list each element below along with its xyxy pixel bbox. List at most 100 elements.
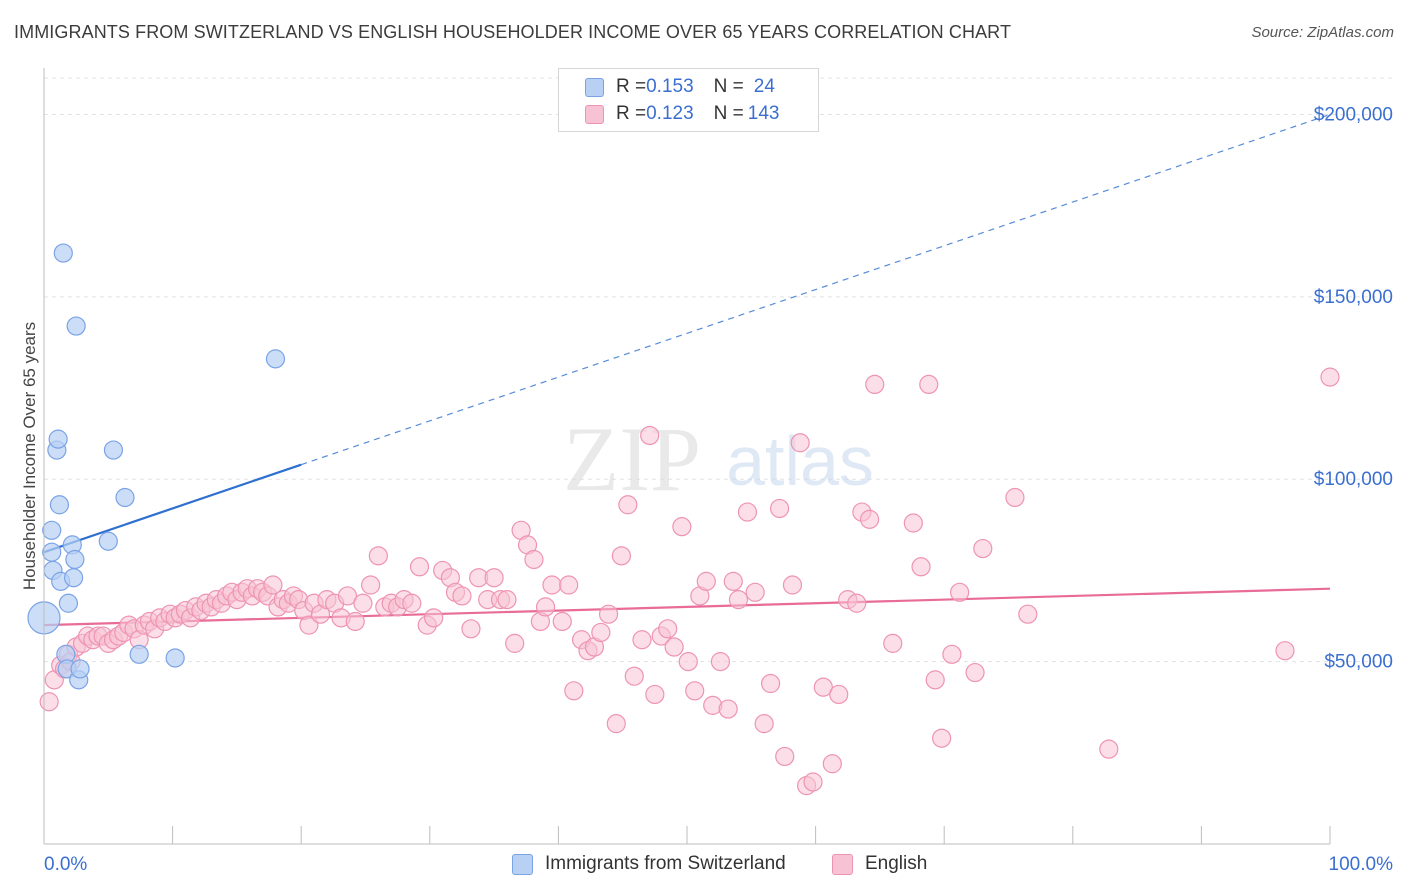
data-point-switzerland bbox=[63, 568, 84, 588]
data-point-english bbox=[1320, 367, 1340, 387]
data-point-switzerland bbox=[70, 659, 90, 679]
data-point-english bbox=[645, 684, 665, 705]
legend-r-value: 0.123 bbox=[646, 103, 694, 124]
data-point-english bbox=[1275, 641, 1295, 661]
data-point-switzerland bbox=[65, 549, 85, 570]
data-point-switzerland bbox=[42, 520, 62, 540]
data-point-switzerland bbox=[66, 316, 86, 336]
data-point-english bbox=[847, 593, 867, 613]
legend-n-value: 143 bbox=[747, 103, 780, 124]
data-point-english bbox=[39, 692, 59, 712]
data-point-english bbox=[353, 593, 373, 613]
data-point-english bbox=[606, 714, 626, 734]
bottom-legend-label: Immigrants from Switzerland bbox=[545, 853, 786, 874]
data-point-english bbox=[903, 513, 923, 533]
legend-n-label: N = bbox=[713, 103, 744, 124]
data-point-english bbox=[883, 633, 903, 653]
x-tick-label-max: 100.0% bbox=[1329, 854, 1394, 875]
correlation-legend: R = 0.153 N = 24 R = 0.123 N = 143 bbox=[558, 68, 819, 132]
data-point-english bbox=[361, 575, 381, 595]
legend-swatch-pink bbox=[585, 104, 604, 124]
data-point-english bbox=[484, 568, 504, 588]
watermark-zip: ZIP bbox=[563, 408, 701, 510]
data-point-english bbox=[925, 670, 945, 690]
data-point-english bbox=[718, 699, 738, 719]
data-point-english bbox=[790, 433, 810, 453]
data-point-english bbox=[919, 374, 939, 394]
data-point-english bbox=[696, 571, 716, 591]
trend-line-english bbox=[43, 587, 1331, 627]
data-point-english bbox=[710, 652, 731, 672]
data-point-english bbox=[1018, 604, 1038, 624]
source-label: Source: ZipAtlas.com bbox=[1251, 24, 1394, 41]
legend-swatch-blue bbox=[585, 77, 604, 97]
data-point-english bbox=[973, 538, 993, 559]
data-point-english bbox=[263, 575, 283, 595]
data-point-english bbox=[813, 677, 833, 697]
data-point-english bbox=[618, 495, 638, 515]
data-point-english bbox=[672, 517, 692, 537]
data-point-english bbox=[664, 637, 684, 657]
trend-line-switzerland-extended bbox=[301, 113, 1331, 466]
data-point-english bbox=[760, 673, 781, 694]
data-point-english bbox=[860, 509, 880, 529]
legend-r-label: R = bbox=[616, 76, 647, 97]
data-point-english bbox=[865, 374, 885, 394]
y-tick-label: $150,000 bbox=[1314, 287, 1393, 308]
data-point-english bbox=[524, 549, 544, 570]
trend-line-switzerland bbox=[43, 463, 302, 554]
data-point-switzerland bbox=[165, 648, 185, 668]
bottom-legend-english: English bbox=[832, 852, 927, 876]
legend-r-label: R = bbox=[616, 103, 647, 124]
data-point-english bbox=[611, 546, 632, 566]
legend-n-label: N = bbox=[713, 76, 744, 97]
data-point-english bbox=[950, 582, 970, 602]
data-point-english bbox=[402, 593, 422, 613]
data-point-english bbox=[1099, 739, 1119, 759]
chart-title: IMMIGRANTS FROM SWITZERLAND VS ENGLISH H… bbox=[14, 22, 1012, 42]
data-point-switzerland bbox=[49, 495, 70, 515]
data-point-switzerland bbox=[48, 429, 68, 449]
bottom-legend-swatch-pink bbox=[832, 853, 853, 875]
data-point-english bbox=[552, 611, 572, 632]
data-point-switzerland bbox=[103, 440, 124, 460]
legend-r-value: 0.153 bbox=[646, 76, 694, 97]
data-point-english bbox=[591, 622, 611, 643]
data-point-english bbox=[745, 582, 765, 602]
data-point-english bbox=[535, 597, 556, 617]
data-point-english bbox=[640, 425, 660, 446]
data-point-english bbox=[829, 684, 849, 705]
bottom-legend-switzerland: Immigrants from Switzerland bbox=[512, 852, 786, 876]
legend-row-switzerland: R = 0.153 N = 24 bbox=[585, 76, 775, 98]
data-point-english bbox=[559, 575, 579, 595]
data-point-english bbox=[497, 590, 517, 610]
data-point-english bbox=[775, 746, 795, 767]
data-point-english bbox=[337, 586, 358, 606]
data-point-english bbox=[624, 666, 644, 686]
data-point-english bbox=[932, 728, 952, 748]
data-point-english bbox=[452, 586, 472, 606]
data-point-english bbox=[564, 681, 584, 701]
data-point-english bbox=[723, 571, 743, 591]
bottom-legend-swatch-blue bbox=[512, 853, 533, 875]
data-point-english bbox=[769, 498, 790, 519]
data-point-english bbox=[822, 754, 842, 774]
y-tick-label: $200,000 bbox=[1314, 104, 1393, 125]
data-point-english bbox=[685, 681, 705, 701]
data-point-switzerland bbox=[115, 487, 135, 508]
data-point-english bbox=[632, 630, 652, 650]
data-point-english bbox=[728, 590, 749, 610]
data-point-switzerland bbox=[98, 531, 118, 551]
data-point-english bbox=[911, 557, 931, 577]
data-point-english bbox=[965, 662, 985, 683]
y-tick-label: $100,000 bbox=[1314, 469, 1393, 490]
bottom-legend-label: English bbox=[865, 853, 928, 874]
data-point-english bbox=[461, 619, 481, 639]
y-tick-label: $50,000 bbox=[1324, 652, 1393, 673]
data-point-switzerland bbox=[42, 542, 62, 562]
data-point-english bbox=[942, 644, 962, 664]
data-point-switzerland bbox=[58, 593, 79, 613]
x-tick-label-min: 0.0% bbox=[44, 854, 87, 875]
data-point-english bbox=[598, 604, 619, 624]
